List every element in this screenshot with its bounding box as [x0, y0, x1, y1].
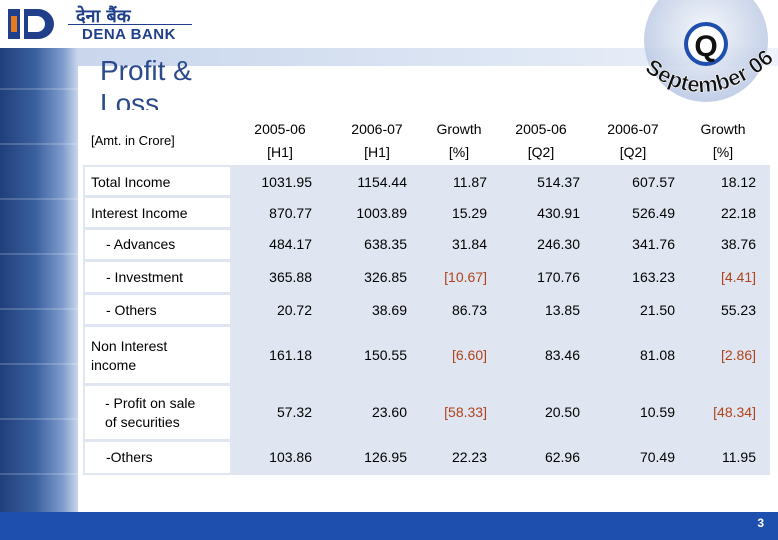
- left-decorative-band: [0, 48, 78, 518]
- table-cell: 430.91: [537, 205, 580, 221]
- table-cell: 246.30: [537, 236, 580, 252]
- column-header: 2005-06 [Q2]: [499, 118, 583, 164]
- row-label: - Advances: [106, 236, 176, 252]
- table-cell: 38.76: [720, 236, 756, 252]
- column-header: 2006-07 [H1]: [335, 118, 419, 164]
- text-line: 2005-06: [515, 121, 567, 137]
- page-title: Profit & Loss: [100, 55, 192, 110]
- text-line: income: [91, 357, 137, 373]
- quarter-badge: Q September 06: [641, 0, 778, 102]
- table-cell: 870.77: [269, 205, 312, 221]
- stub-cell: [85, 230, 230, 259]
- table-cell: 23.60: [371, 404, 407, 420]
- table-cell: 15.29: [451, 205, 487, 221]
- table-cell: 70.49: [639, 449, 675, 465]
- logo-english-text: DENA BANK: [82, 26, 176, 43]
- table-cell: 55.23: [720, 302, 756, 318]
- stub-cell: [85, 327, 230, 383]
- text-line: Growth: [436, 121, 482, 137]
- text-line: [Q2]: [619, 144, 647, 160]
- stub-cell: [85, 295, 230, 324]
- column-header: Growth [%]: [417, 118, 501, 164]
- table-cell: 10.59: [639, 404, 675, 420]
- table-cell: 62.96: [544, 449, 580, 465]
- table-cell: 484.17: [269, 236, 312, 252]
- row-label: Non Interest income: [91, 337, 167, 375]
- text-line: 2006-07: [351, 121, 403, 137]
- table-cell: 86.73: [451, 302, 487, 318]
- dena-bank-logo: देना बैंक DENA BANK: [6, 4, 196, 44]
- table-cell: 1031.95: [261, 174, 312, 190]
- table-cell: 21.50: [639, 302, 675, 318]
- page-number: 3: [757, 516, 764, 530]
- text-line: [Q2]: [527, 144, 555, 160]
- table-cell: 11.87: [453, 174, 487, 190]
- table-cell: 20.72: [276, 302, 312, 318]
- table-cell: 365.88: [269, 269, 312, 285]
- table-cell: 83.46: [544, 347, 580, 363]
- amount-unit-label: [Amt. in Crore]: [91, 133, 175, 148]
- table-cell: 103.86: [269, 449, 312, 465]
- text-line: 2005-06: [254, 121, 306, 137]
- text-line: Non Interest: [91, 338, 168, 354]
- text-line: 2006-07: [607, 121, 659, 137]
- table-cell: 341.76: [632, 236, 675, 252]
- stub-cell: [85, 167, 230, 195]
- dena-logo-icon: [6, 6, 58, 42]
- row-label: - Investment: [106, 269, 184, 285]
- text-line: Growth: [700, 121, 746, 137]
- table-cell: 326.85: [364, 269, 407, 285]
- table-cell: 526.49: [632, 205, 675, 221]
- logo-hindi-text: देना बैंक: [76, 6, 131, 27]
- table-cell: 1003.89: [356, 205, 407, 221]
- table-cell: 1154.44: [357, 174, 407, 190]
- table-cell: 13.85: [544, 302, 580, 318]
- table-cell: 607.57: [632, 174, 675, 190]
- table-cell: 57.32: [276, 404, 312, 420]
- table-cell: [48.34]: [713, 404, 756, 420]
- row-label: -Others: [106, 449, 153, 465]
- text-line: [%]: [448, 144, 470, 160]
- column-header: 2006-07 [Q2]: [591, 118, 675, 164]
- logo-divider: [68, 24, 192, 25]
- footer-bar: [0, 512, 778, 540]
- table-cell: 20.50: [544, 404, 580, 420]
- table-cell: 126.95: [364, 449, 407, 465]
- table-cell: 638.35: [364, 236, 407, 252]
- table-cell: 18.12: [720, 174, 756, 190]
- stub-cell: [85, 442, 230, 473]
- stub-cell: [85, 262, 230, 292]
- stub-cell: [85, 386, 230, 439]
- row-label: - Others: [106, 302, 157, 318]
- stub-cell: [85, 198, 230, 227]
- row-label: - Profit on sale of securities: [105, 394, 195, 432]
- row-label: Total Income: [91, 174, 171, 190]
- table-cell: 514.37: [537, 174, 580, 190]
- table-cell: [6.60]: [451, 347, 487, 363]
- table-cell: 170.76: [537, 269, 580, 285]
- table-cell: 81.08: [639, 347, 675, 363]
- table-cell: 22.18: [720, 205, 756, 221]
- text-line: [H1]: [267, 144, 293, 160]
- table-cell: 38.69: [371, 302, 407, 318]
- table-cell: 22.23: [451, 449, 487, 465]
- table-cell: 161.18: [269, 347, 312, 363]
- badge-letter: Q: [694, 30, 717, 63]
- table-cell: [2.86]: [720, 347, 756, 363]
- table-cell: 31.84: [451, 236, 487, 252]
- text-line: - Profit on sale: [105, 395, 196, 411]
- header-strip: [78, 48, 778, 66]
- column-header: Growth [%]: [681, 118, 765, 164]
- table-cell: 163.23: [632, 269, 675, 285]
- table-cell: [10.67]: [444, 269, 487, 285]
- table-cell: [4.41]: [720, 269, 756, 285]
- table-cell: [58.33]: [444, 404, 487, 420]
- text-line: of securities: [105, 414, 180, 430]
- table-cell: 11.95: [722, 449, 756, 465]
- row-label: Interest Income: [91, 205, 188, 221]
- table-cell: 150.55: [364, 347, 407, 363]
- column-header: 2005-06 [H1]: [238, 118, 322, 164]
- text-line: [H1]: [364, 144, 390, 160]
- text-line: [%]: [712, 144, 734, 160]
